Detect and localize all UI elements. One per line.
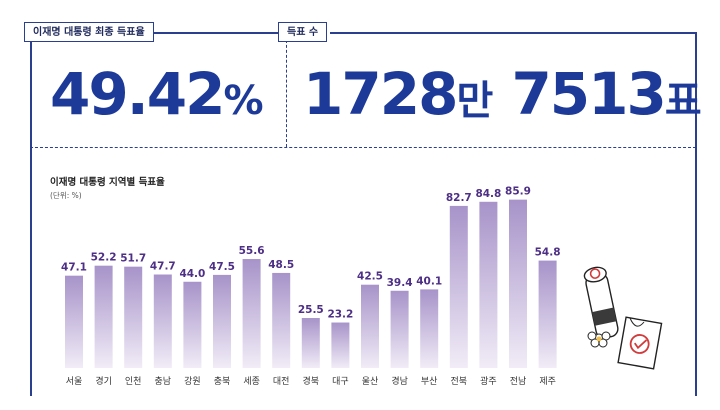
bar-15 <box>509 199 527 368</box>
value-label-14: 84.8 <box>475 188 501 200</box>
category-label-8: 경북 <box>303 375 320 387</box>
value-label-10: 42.5 <box>357 271 383 283</box>
value-label-0: 47.1 <box>61 262 87 274</box>
value-label-1: 52.2 <box>91 252 117 264</box>
bar-9 <box>331 322 350 368</box>
category-label-14: 광주 <box>480 375 497 387</box>
category-label-11: 경남 <box>391 375 408 387</box>
divider-horizontal <box>30 147 696 148</box>
category-label-7: 대전 <box>273 376 290 387</box>
frame-left <box>30 32 32 396</box>
bar-8 <box>301 318 320 368</box>
category-label-4: 강원 <box>184 376 201 387</box>
vote-count: 1728만 7513표 <box>303 60 702 128</box>
value-label-13: 82.7 <box>446 192 472 204</box>
chart-unit-note: (단위: %) <box>50 191 82 200</box>
category-label-10: 울산 <box>362 376 379 387</box>
value-label-7: 48.5 <box>268 259 294 271</box>
value-label-8: 25.5 <box>298 304 324 316</box>
bar-5 <box>213 274 231 368</box>
category-label-6: 세종 <box>243 376 260 387</box>
category-label-5: 충북 <box>214 376 231 387</box>
bar-14 <box>479 201 498 368</box>
value-label-5: 47.5 <box>209 261 235 273</box>
value-label-2: 51.7 <box>120 253 146 265</box>
vote-count-part2: 7513 <box>511 60 666 128</box>
value-label-12: 40.1 <box>416 275 442 287</box>
category-label-0: 서울 <box>66 376 83 387</box>
flower-icon <box>587 331 611 348</box>
category-label-3: 충남 <box>155 376 172 387</box>
value-label-11: 39.4 <box>387 277 413 289</box>
votes-label-tag: 득표 수 <box>278 22 328 42</box>
category-label-12: 부산 <box>421 376 438 387</box>
value-label-15: 85.9 <box>505 186 531 198</box>
rate-label-tag: 이재명 대통령 최종 득표율 <box>24 22 154 42</box>
category-label-9: 대구 <box>332 376 349 387</box>
value-label-9: 23.2 <box>327 309 353 321</box>
final-vote-rate: 49.42% <box>50 60 264 128</box>
bar-11 <box>390 290 409 368</box>
percent-symbol: % <box>223 78 264 124</box>
vote-count-unit2: 표 <box>664 78 702 124</box>
value-label-6: 55.6 <box>239 245 265 257</box>
vote-count-part1: 1728 <box>303 60 458 128</box>
bar-10 <box>361 284 379 368</box>
bar-1 <box>94 265 113 368</box>
frame-top-right <box>330 32 696 34</box>
bar-12 <box>420 289 439 368</box>
stamp-icon <box>583 266 619 339</box>
final-vote-rate-value: 49.42 <box>50 60 225 128</box>
frame-top-mid <box>148 32 278 34</box>
bar-16 <box>538 260 557 368</box>
frame-right <box>695 32 697 396</box>
bar-7 <box>272 272 291 368</box>
category-label-16: 제주 <box>539 376 556 387</box>
value-label-4: 44.0 <box>179 268 205 280</box>
category-label-2: 인천 <box>125 376 142 387</box>
bar-6 <box>242 259 261 368</box>
bar-0 <box>65 275 83 368</box>
divider-vertical <box>286 35 287 147</box>
bar-2 <box>124 266 143 368</box>
ballot-decoration <box>583 266 663 370</box>
category-label-1: 경기 <box>95 375 112 387</box>
category-label-15: 전남 <box>510 376 527 387</box>
bar-3 <box>153 274 172 368</box>
value-label-3: 47.7 <box>150 261 176 273</box>
bar-4 <box>183 281 202 368</box>
category-label-13: 전북 <box>451 376 468 387</box>
chart-title: 이재명 대통령 지역별 득표율 <box>50 177 165 188</box>
ballot-line-icon <box>629 317 645 327</box>
bar-13 <box>449 205 468 368</box>
ballot-icon <box>617 316 663 370</box>
vote-count-unit1: 만 <box>456 78 494 124</box>
value-label-16: 54.8 <box>535 247 561 259</box>
